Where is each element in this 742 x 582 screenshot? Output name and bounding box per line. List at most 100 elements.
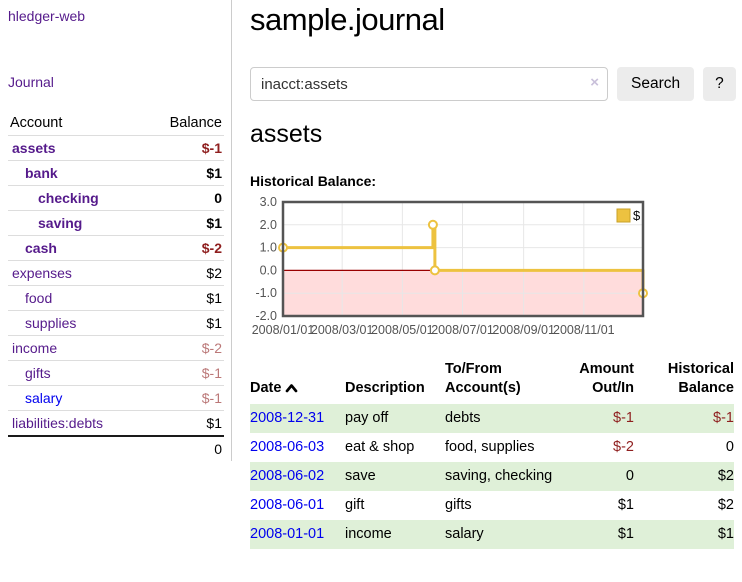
account-link[interactable]: income bbox=[12, 340, 58, 356]
accounts-total-row: 0 bbox=[8, 435, 224, 461]
transaction-date-link[interactable]: 2008-06-03 bbox=[250, 439, 325, 455]
transaction-amount: $1 bbox=[617, 497, 634, 513]
account-balance: $-1 bbox=[144, 135, 224, 161]
data-point-marker bbox=[429, 265, 440, 276]
date-header-label: Date bbox=[250, 380, 282, 396]
x-axis-tick-label: 2008/11/01 bbox=[553, 323, 615, 337]
transaction-accounts: debts bbox=[445, 410, 481, 426]
transaction-accounts: salary bbox=[445, 526, 484, 542]
y-axis-tick-label: 3.0 bbox=[260, 197, 277, 209]
account-row: income $-2 bbox=[8, 335, 224, 361]
historical-balance-chart[interactable]: $3.0 2.0 1.0 0.0 -1.0 -2.0 2008/01/01 2008/03/0… bbox=[250, 195, 734, 344]
accounts-total-value: 0 bbox=[144, 435, 224, 461]
search-button[interactable]: Search bbox=[617, 67, 695, 101]
transaction-description: eat & shop bbox=[345, 439, 415, 455]
transaction-balance: $-1 bbox=[713, 410, 734, 426]
account-link[interactable]: liabilities:debts bbox=[12, 415, 104, 431]
y-axis-tick-label: -2.0 bbox=[255, 309, 277, 323]
account-row: assets $-1 bbox=[8, 135, 224, 161]
x-axis-tick-label: 2008/03/01 bbox=[311, 323, 374, 337]
account-link[interactable]: expenses bbox=[12, 265, 72, 281]
account-link[interactable]: bank bbox=[25, 165, 58, 181]
account-row: food $1 bbox=[8, 285, 224, 311]
account-heading: assets bbox=[250, 120, 323, 148]
account-link[interactable]: saving bbox=[38, 215, 83, 231]
page-title: sample.journal bbox=[250, 2, 445, 37]
data-point-marker bbox=[427, 219, 438, 230]
account-link[interactable]: cash bbox=[25, 240, 57, 256]
account-row: salary $-1 bbox=[8, 385, 224, 411]
transaction-row: 2008-06-03 eat & shop food, supplies $-2 0 bbox=[250, 433, 734, 462]
account-link[interactable]: supplies bbox=[25, 315, 77, 331]
transaction-row: 2008-01-01 income salary $1 $1 bbox=[250, 520, 734, 549]
account-link[interactable]: checking bbox=[38, 190, 99, 206]
clear-search-icon[interactable]: × bbox=[590, 74, 599, 91]
account-balance: $-2 bbox=[144, 335, 224, 361]
account-row: bank $1 bbox=[8, 160, 224, 186]
transaction-amount: $-1 bbox=[613, 410, 634, 426]
account-link[interactable]: gifts bbox=[25, 365, 51, 381]
register-header-row: Date Description To/From Account(s) Amou… bbox=[250, 357, 734, 404]
account-link[interactable]: assets bbox=[12, 140, 56, 156]
account-row: saving $1 bbox=[8, 210, 224, 236]
chart-legend: $ bbox=[616, 208, 641, 223]
search-form: × Search ? bbox=[250, 67, 736, 101]
svg-text:$: $ bbox=[633, 208, 641, 223]
account-balance: $2 bbox=[144, 260, 224, 286]
app-brand-link[interactable]: hledger-web bbox=[8, 8, 86, 24]
page: hledger-web Journal Account Balance asse… bbox=[8, 0, 742, 549]
transaction-description: income bbox=[345, 526, 392, 542]
x-axis-tick-label: 2008/09/01 bbox=[492, 323, 555, 337]
balance-column-header: Balance bbox=[144, 111, 224, 136]
account-row: liabilities:debts $1 bbox=[8, 410, 224, 437]
transaction-row: 2008-06-01 gift gifts $1 $2 bbox=[250, 491, 734, 520]
transaction-description: pay off bbox=[345, 410, 389, 426]
transaction-date-link[interactable]: 2008-12-31 bbox=[250, 410, 325, 426]
description-column-header: Description bbox=[345, 380, 425, 396]
account-row: expenses $2 bbox=[8, 260, 224, 286]
account-balance: $1 bbox=[144, 160, 224, 186]
account-link[interactable]: salary bbox=[25, 390, 63, 406]
transaction-balance: $2 bbox=[717, 468, 734, 484]
account-row: cash $-2 bbox=[8, 235, 224, 261]
account-row: checking 0 bbox=[8, 185, 224, 211]
transaction-description: gift bbox=[345, 497, 365, 513]
transaction-date-link[interactable]: 2008-06-02 bbox=[250, 468, 325, 484]
transaction-row: 2008-06-02 save saving, checking 0 $2 bbox=[250, 462, 734, 491]
sidebar-item-journal[interactable]: Journal bbox=[8, 74, 54, 90]
y-axis-tick-label: -1.0 bbox=[255, 286, 277, 300]
y-axis-tick-label: 1.0 bbox=[260, 241, 277, 255]
transaction-row: 2008-12-31 pay off debts $-1 $-1 bbox=[250, 404, 734, 433]
account-row: supplies $1 bbox=[8, 310, 224, 336]
transaction-balance: $1 bbox=[717, 526, 734, 542]
accounts-table: Account Balance assets $-1 bank $1 checking 0… bbox=[8, 111, 224, 461]
date-column-header[interactable]: Date bbox=[250, 357, 345, 404]
y-axis-tick-label: 2.0 bbox=[260, 218, 277, 232]
account-balance: $-1 bbox=[144, 360, 224, 386]
x-axis-tick-label: 2008/01/01 bbox=[252, 323, 315, 337]
account-balance: $1 bbox=[144, 410, 224, 437]
search-help-button[interactable]: ? bbox=[703, 67, 736, 101]
account-link[interactable]: food bbox=[25, 290, 53, 306]
account-balance: 0 bbox=[144, 185, 224, 211]
account-row: gifts $-1 bbox=[8, 360, 224, 386]
transaction-date-link[interactable]: 2008-06-01 bbox=[250, 497, 325, 513]
historical-balance-column-header: Historical Balance bbox=[667, 361, 734, 396]
transaction-accounts: gifts bbox=[445, 497, 472, 513]
account-balance: $1 bbox=[144, 310, 224, 336]
account-balance: $1 bbox=[144, 285, 224, 311]
amount-column-header: Amount Out/In bbox=[579, 361, 634, 396]
transaction-amount: $1 bbox=[617, 526, 634, 542]
transaction-date-link[interactable]: 2008-01-01 bbox=[250, 526, 325, 542]
account-balance: $-1 bbox=[144, 385, 224, 411]
search-input[interactable] bbox=[250, 67, 608, 101]
y-axis-tick-label: 0.0 bbox=[260, 263, 277, 277]
accounts-column-header: Account bbox=[8, 111, 145, 136]
account-balance: $-2 bbox=[144, 235, 224, 261]
main-content: sample.journal × Search ? assets Histori… bbox=[232, 0, 742, 549]
sort-ascending-icon bbox=[285, 380, 298, 399]
transaction-accounts: food, supplies bbox=[445, 439, 535, 455]
transaction-description: save bbox=[345, 468, 376, 484]
transaction-accounts: saving, checking bbox=[445, 468, 553, 484]
transaction-balance: 0 bbox=[725, 439, 734, 455]
